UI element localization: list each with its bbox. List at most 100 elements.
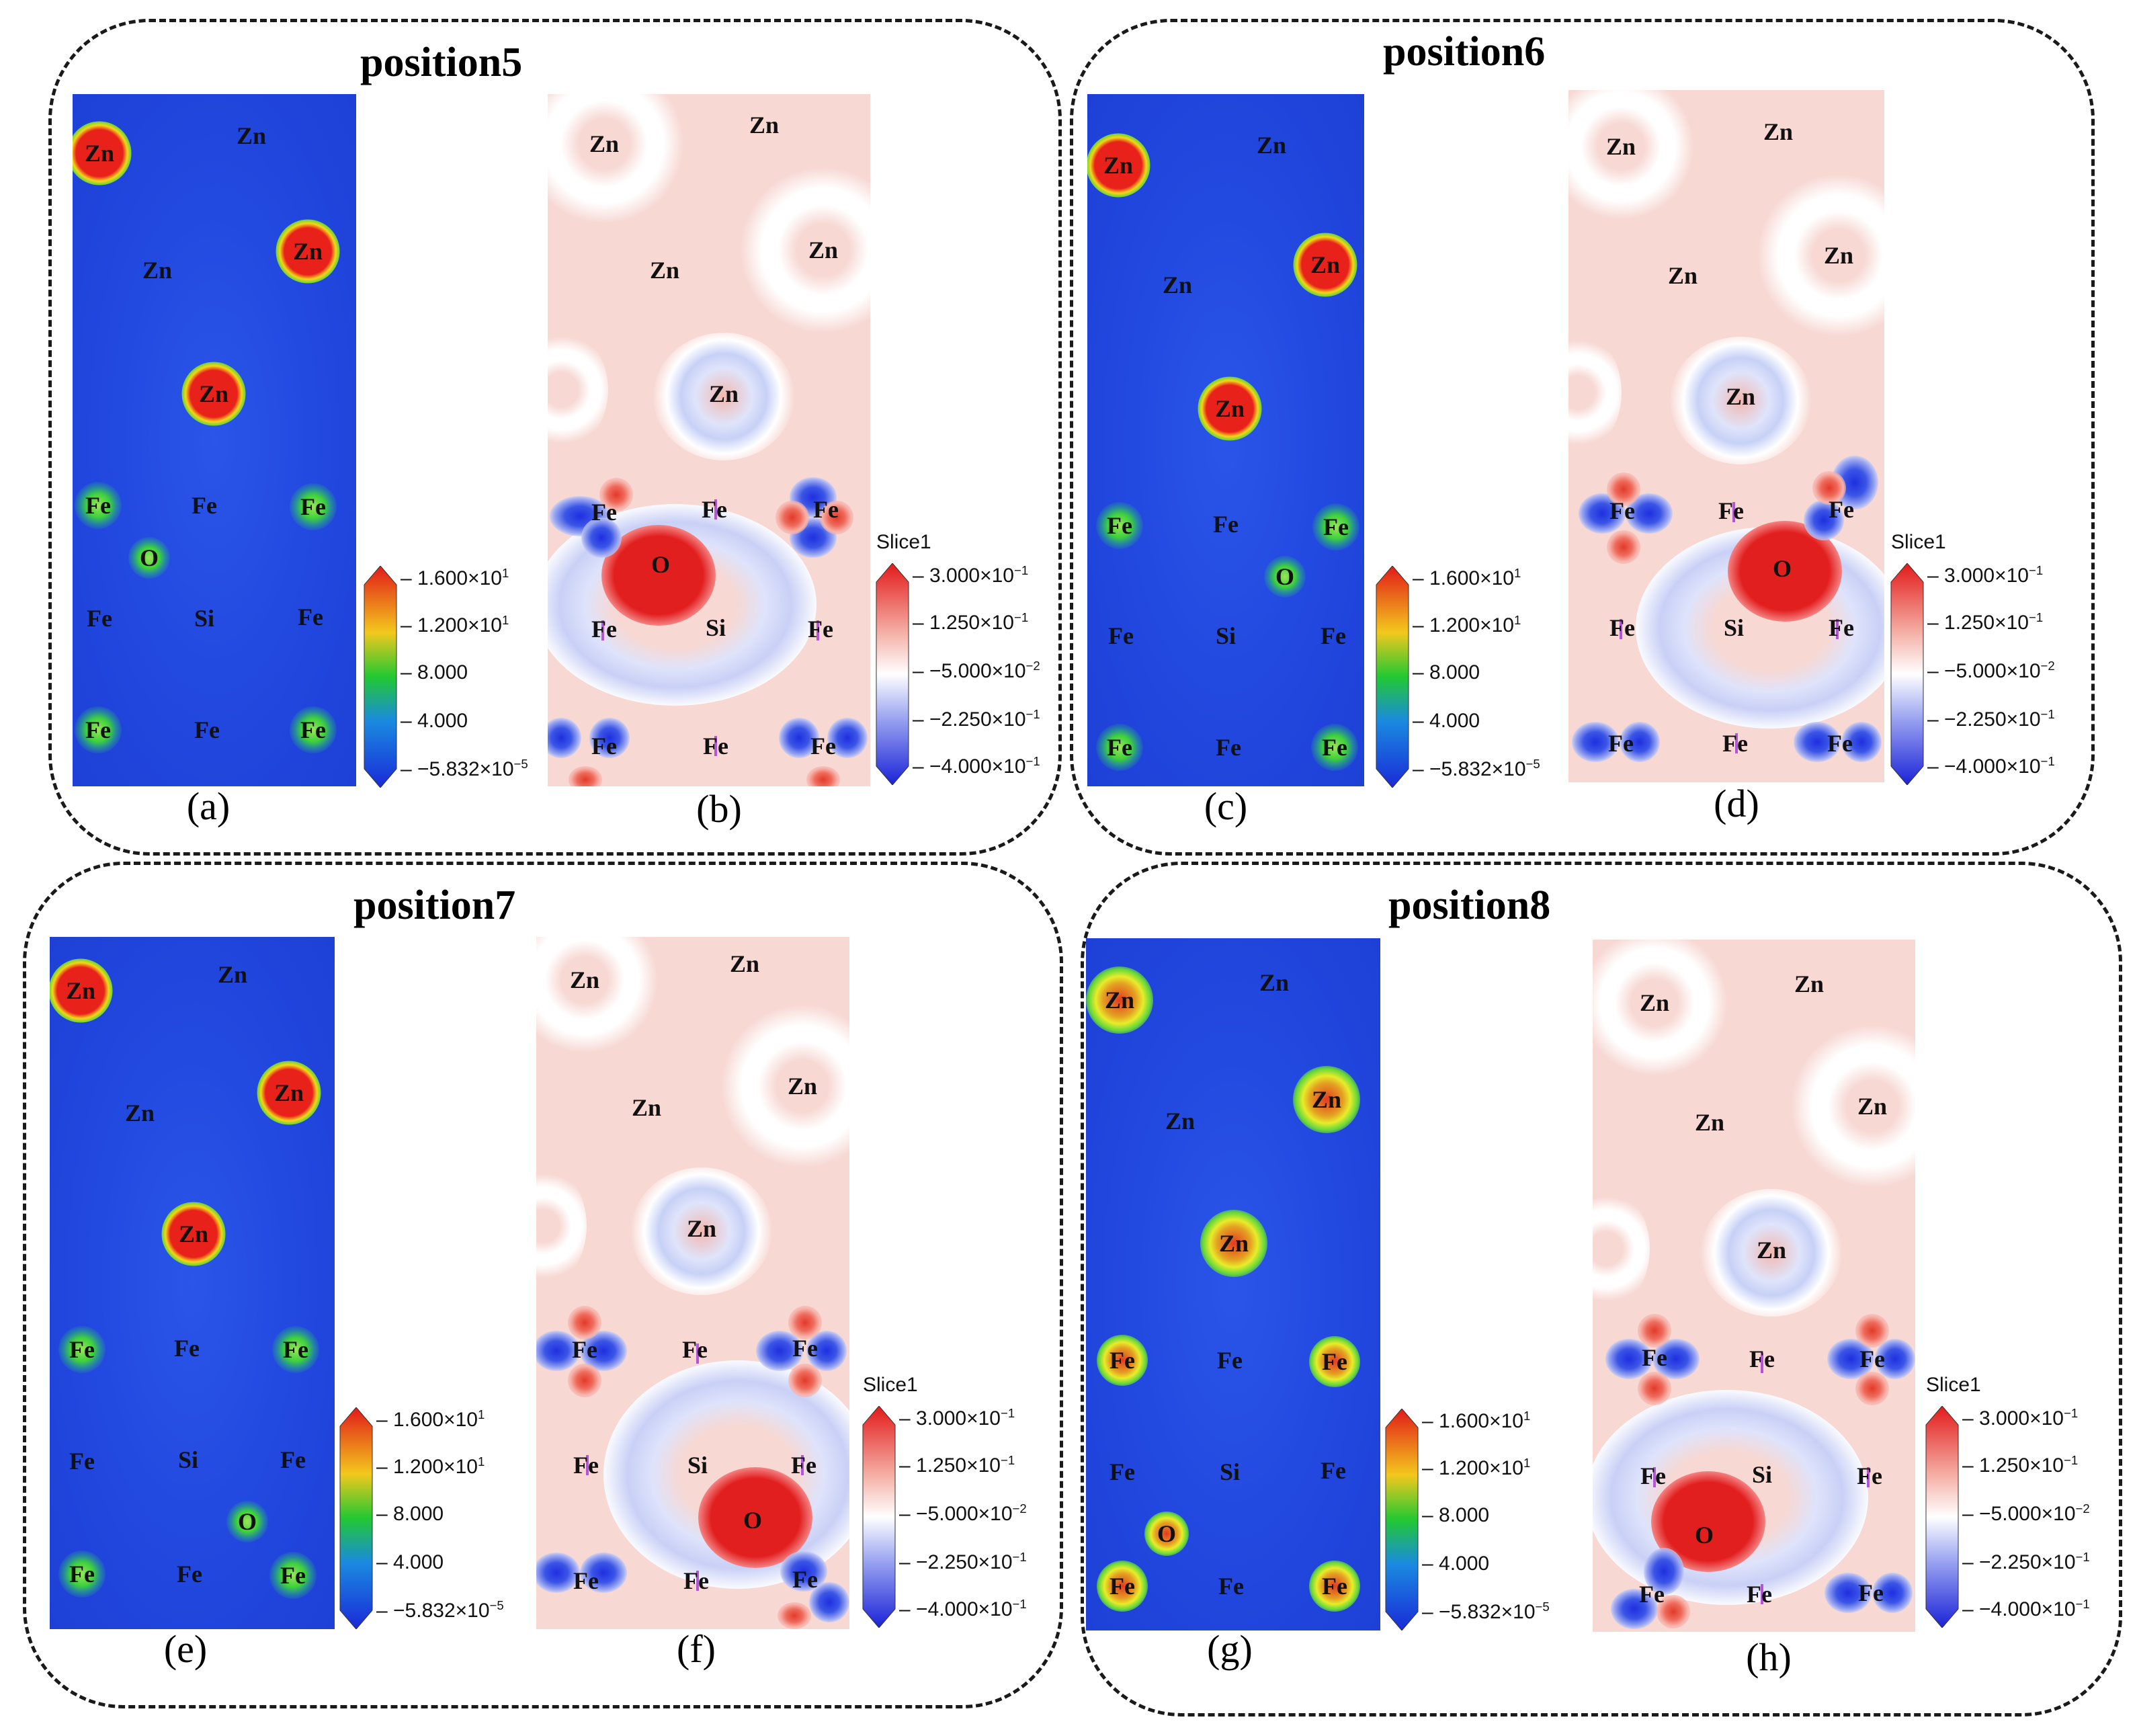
diff-scale-min: – −4.000×10−1 bbox=[913, 754, 1040, 778]
density-scale-tick: – 8.000 bbox=[376, 1503, 444, 1525]
atom-label-si: Si bbox=[1723, 614, 1745, 641]
diff-scale-min: – −4.000×10−1 bbox=[1927, 754, 2055, 778]
panel-h-density-difference: Zn Zn Zn Zn Zn Fe Fe Fe Fe Si Fe O Fe Fe… bbox=[1593, 940, 1915, 1632]
fe-glow bbox=[269, 1552, 317, 1599]
density-colorbar-gradient bbox=[339, 1407, 373, 1630]
atom-label-fe: Fe bbox=[682, 1336, 708, 1363]
atom-label-zn: Zn bbox=[729, 950, 760, 977]
atom-label-fe: Fe bbox=[1218, 1573, 1244, 1600]
zn-ring bbox=[1670, 337, 1811, 464]
atom-label-zn: Zn bbox=[631, 1094, 662, 1121]
zn-depletion-ring bbox=[722, 1002, 849, 1170]
atom-tick bbox=[816, 620, 819, 640]
atom-label-zn: Zn bbox=[236, 122, 267, 149]
fe-glow bbox=[1309, 1336, 1360, 1387]
zn-hotspot bbox=[1293, 1066, 1360, 1133]
atom-label-si: Si bbox=[1219, 1458, 1241, 1485]
zn-depletion-ring bbox=[1792, 1022, 1915, 1190]
fe-glow bbox=[1097, 1335, 1148, 1386]
density-scale-tick: – 8.000 bbox=[401, 661, 468, 684]
o-glow bbox=[1264, 556, 1306, 597]
density-scale-tick: – 4.000 bbox=[376, 1551, 444, 1573]
fe-blue-lobe bbox=[548, 718, 581, 758]
density-scale-max: – 1.600×101 bbox=[376, 1407, 485, 1431]
atom-label-fe: Fe bbox=[85, 492, 111, 519]
zn-depletion-ring bbox=[1593, 1188, 1650, 1309]
atom-label-zn: Zn bbox=[569, 966, 600, 993]
zn-hotspot bbox=[1086, 966, 1153, 1034]
atom-label-zn: Zn bbox=[1639, 989, 1670, 1016]
atom-label-zn: Zn bbox=[808, 237, 839, 263]
atom-label-fe: Fe bbox=[1107, 734, 1132, 761]
atom-label-fe: Fe bbox=[1216, 734, 1241, 761]
atom-label-zn: Zn bbox=[749, 112, 780, 138]
atom-label-zn: Zn bbox=[1256, 132, 1287, 159]
zn-ring bbox=[631, 1167, 772, 1295]
atom-label-fe: Fe bbox=[1321, 1457, 1346, 1484]
fe-glow bbox=[1309, 1561, 1360, 1612]
fe-red-lobe bbox=[599, 478, 633, 511]
atom-label-fe: Fe bbox=[1857, 1462, 1882, 1489]
fe-red-lobe bbox=[1855, 1372, 1889, 1405]
atom-label-zn: Zn bbox=[1214, 395, 1245, 422]
atom-label-zn: Zn bbox=[178, 1221, 209, 1247]
fe-blue-lobe bbox=[1804, 500, 1844, 540]
atom-label-zn: Zn bbox=[708, 380, 739, 407]
atom-label-fe: Fe bbox=[1609, 614, 1635, 641]
atom-label-fe: Fe bbox=[808, 616, 833, 643]
fe-blue-lobe bbox=[1611, 1589, 1658, 1629]
fe-glow bbox=[1097, 1561, 1148, 1612]
o-charge-accumulation bbox=[698, 1467, 812, 1568]
atom-label-fe: Fe bbox=[703, 733, 728, 759]
atom-tick bbox=[1867, 1467, 1870, 1487]
group-title-position6: position6 bbox=[1383, 29, 1546, 75]
fe-blue-lobe bbox=[580, 1553, 627, 1593]
atom-label-fe: Fe bbox=[573, 1452, 599, 1479]
o-glow bbox=[226, 1501, 268, 1542]
zn-hotspot bbox=[1087, 133, 1150, 198]
difference-colorbar-gradient bbox=[876, 563, 909, 785]
fe-red-lobe bbox=[1607, 530, 1640, 564]
atom-tick bbox=[1732, 502, 1735, 522]
density-scale-tick: – 4.000 bbox=[1413, 710, 1480, 732]
atom-label-zn: Zn bbox=[1694, 1109, 1725, 1136]
atom-label-fe: Fe bbox=[1323, 513, 1349, 540]
atom-label-zn: Zn bbox=[1104, 987, 1135, 1014]
panel-b-density-difference: Zn Zn Zn Zn Zn Fe Fe Fe O Fe Si Fe Fe Fe… bbox=[548, 94, 870, 786]
panel-c-charge-density: Zn Zn Zn Zn Zn Fe Fe Fe O Fe Si Fe Fe Fe… bbox=[1087, 94, 1364, 786]
fe-glow bbox=[1096, 724, 1143, 771]
caption-a: (a) bbox=[186, 784, 231, 828]
fe-red-lobe bbox=[820, 501, 853, 534]
diff-scale-tick: – 1.250×10−1 bbox=[913, 610, 1029, 634]
difference-colorbar-gradient bbox=[1890, 563, 1924, 785]
atom-label-si: Si bbox=[687, 1452, 708, 1479]
density-colorbar: – 1.600×101 – 1.200×101 – 8.000 – 4.000 … bbox=[339, 1407, 504, 1632]
fe-red-lobe bbox=[1638, 1314, 1671, 1348]
caption-e: (e) bbox=[163, 1627, 208, 1671]
atom-label-fe: Fe bbox=[1107, 512, 1132, 539]
zn-hotspot bbox=[181, 362, 246, 426]
atom-label-fe: Fe bbox=[1108, 622, 1134, 649]
panel-e-charge-density: Zn Zn Zn Zn Zn Fe Fe Fe Fe Si Fe O Fe Fe… bbox=[50, 937, 335, 1629]
diff-scale-tick: – −5.000×10−2 bbox=[1962, 1501, 2090, 1525]
atom-label-fe: Fe bbox=[591, 616, 617, 643]
atom-label-zn: Zn bbox=[1310, 251, 1341, 278]
atom-label-si: Si bbox=[177, 1446, 199, 1473]
atom-label-fe: Fe bbox=[1747, 1581, 1772, 1608]
atom-label-zn: Zn bbox=[198, 380, 229, 407]
atom-label-si: Si bbox=[1751, 1461, 1773, 1488]
atom-tick bbox=[801, 1455, 804, 1475]
zn-hotspot bbox=[73, 121, 132, 185]
atom-label-zn: Zn bbox=[1605, 133, 1636, 160]
atom-label-fe: Fe bbox=[1322, 734, 1347, 761]
fe-blue-lobe bbox=[581, 518, 622, 558]
group-position7 bbox=[23, 862, 1063, 1708]
atom-label-fe: Fe bbox=[1217, 1347, 1243, 1374]
atom-label-o: O bbox=[139, 544, 159, 571]
fe-red-lobe bbox=[1855, 1314, 1889, 1348]
panel-f-density-difference: Zn Zn Zn Zn Zn Fe Fe Fe Fe Si Fe O Fe Fe… bbox=[536, 937, 849, 1629]
atom-label-zn: Zn bbox=[1667, 262, 1698, 289]
atom-label-zn: Zn bbox=[1823, 242, 1854, 269]
zn-depletion-ring bbox=[536, 937, 659, 1054]
density-scale-tick: – 1.200×101 bbox=[376, 1454, 485, 1478]
